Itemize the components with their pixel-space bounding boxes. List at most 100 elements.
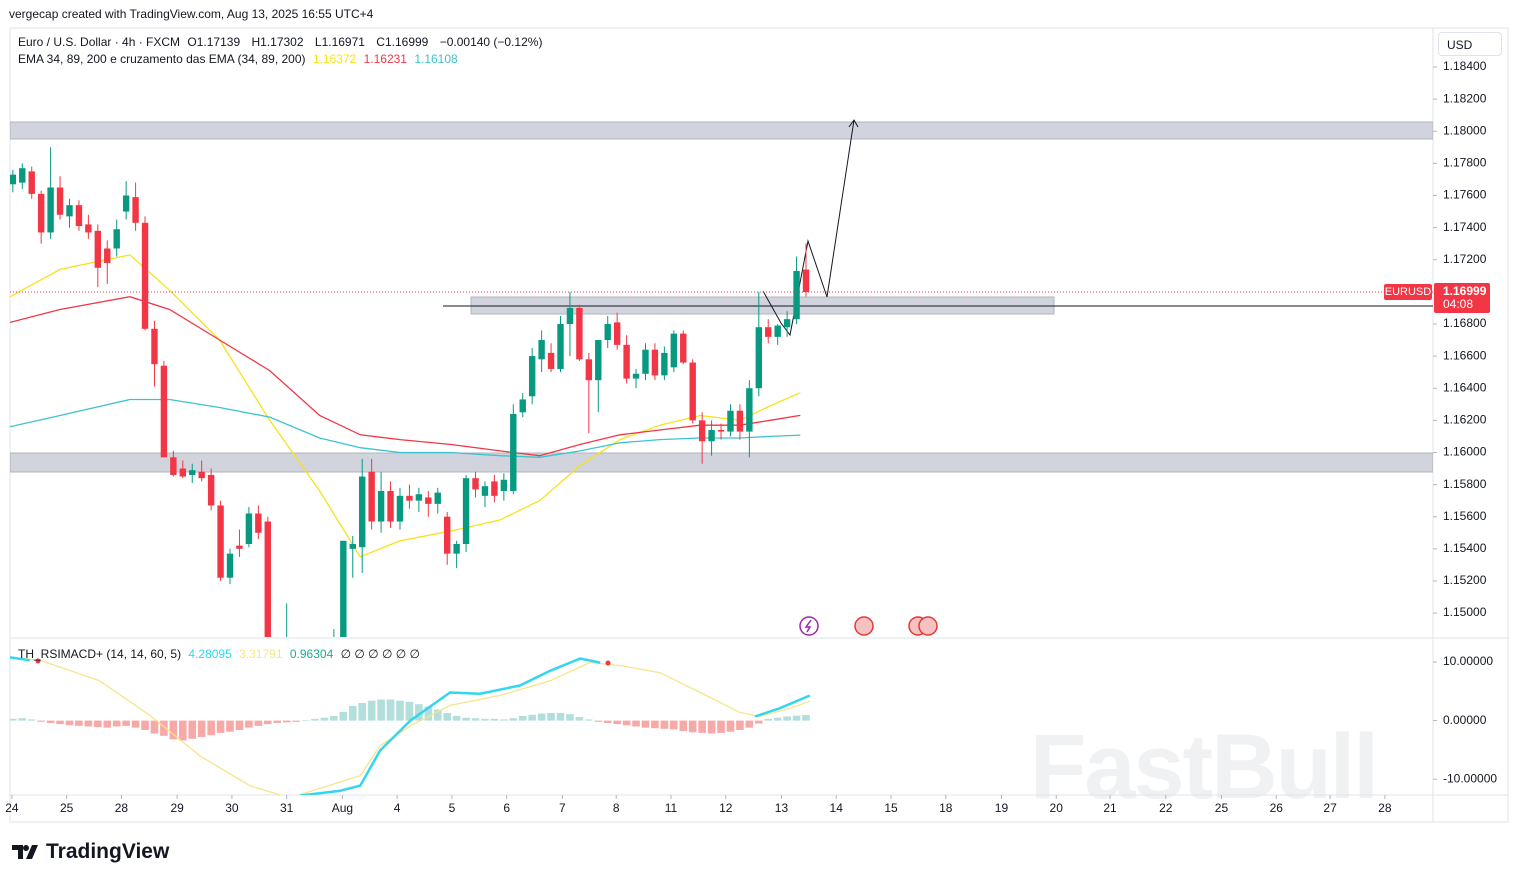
candle-body xyxy=(783,319,791,328)
candle-body xyxy=(661,352,668,376)
candle-body xyxy=(349,544,356,549)
histogram-value: 0.96304 xyxy=(289,647,334,661)
histogram-bar xyxy=(783,716,791,721)
price-legend: Euro / U.S. Dollar · 4h · FXCM O1.17139 … xyxy=(18,35,546,49)
logo-icon xyxy=(12,845,38,859)
candle-body xyxy=(293,669,299,725)
candle-body xyxy=(793,270,800,320)
x-tick-label: 19 xyxy=(995,801,1009,815)
candle-body xyxy=(604,323,611,341)
candle-body xyxy=(160,365,168,458)
change: −0.00140 (−0.12%) xyxy=(439,35,543,49)
candle-body xyxy=(28,171,35,194)
candle-body xyxy=(321,677,327,717)
currency-button[interactable]: USD xyxy=(1438,32,1502,56)
event-icons xyxy=(799,616,938,636)
histogram-bar xyxy=(528,714,536,721)
candle-body xyxy=(85,224,92,233)
x-tick-label: 5 xyxy=(449,801,456,815)
histogram-bar xyxy=(433,709,442,721)
drawings xyxy=(10,119,1433,473)
histogram-bar xyxy=(131,720,140,728)
candle-body xyxy=(472,478,479,490)
candle-body xyxy=(566,307,574,324)
candle-body xyxy=(94,230,102,268)
candle-body xyxy=(453,544,460,554)
candle-body xyxy=(217,505,224,578)
candle-body xyxy=(396,495,404,522)
candle-body xyxy=(274,661,280,685)
histogram-bar xyxy=(330,715,338,721)
candle-body xyxy=(698,420,706,442)
price-label: 1.16999 xyxy=(1443,284,1487,298)
histogram-bar xyxy=(518,715,527,721)
candle-body xyxy=(576,307,583,360)
candle-body xyxy=(632,373,640,379)
x-tick-label: 13 xyxy=(775,801,789,815)
histogram-bar xyxy=(245,720,253,728)
x-tick-label: 22 xyxy=(1159,801,1173,815)
histogram-bar xyxy=(339,711,348,721)
ohlc-label: C xyxy=(376,35,385,49)
candle-body xyxy=(245,513,253,545)
event-icon[interactable] xyxy=(799,616,819,636)
event-icon[interactable] xyxy=(918,616,938,636)
candle-body xyxy=(283,669,289,685)
x-tick-label: 21 xyxy=(1103,801,1117,815)
candle-body xyxy=(651,349,659,376)
histogram-bar xyxy=(603,720,612,723)
x-tick-label: 15 xyxy=(884,801,898,815)
histogram-bar xyxy=(660,720,669,729)
histogram-bar xyxy=(688,720,697,733)
candle-body xyxy=(727,410,734,432)
histogram-bar xyxy=(94,720,102,728)
candle-body xyxy=(141,222,149,329)
y-tick-label: 1.15000 xyxy=(1443,605,1487,619)
candle-body xyxy=(689,362,696,421)
histogram-bar xyxy=(500,719,508,721)
candle-body xyxy=(113,229,120,249)
candle-body xyxy=(132,197,139,223)
candle-body xyxy=(56,187,64,215)
candle-body xyxy=(255,513,262,533)
y-tick-label: -10.00000 xyxy=(1443,771,1497,785)
candle-body xyxy=(312,717,318,757)
histogram-bar xyxy=(122,720,130,726)
y-tick-label: 1.16000 xyxy=(1443,445,1487,459)
histogram-bar xyxy=(585,719,593,721)
candle-body xyxy=(528,356,536,397)
candle-body xyxy=(481,486,489,496)
candle-body xyxy=(377,491,385,522)
histogram-bar xyxy=(27,719,36,721)
histogram-bar xyxy=(311,718,319,721)
x-tick-label: 12 xyxy=(719,801,733,815)
zone xyxy=(10,121,1433,140)
y-tick-label: 1.17400 xyxy=(1443,220,1487,234)
histogram-bar xyxy=(348,705,357,721)
histogram-bar xyxy=(698,720,706,733)
y-tick-label: 1.18400 xyxy=(1443,59,1487,73)
candle-body xyxy=(802,269,810,293)
histogram-bar xyxy=(65,720,74,726)
candle-body xyxy=(302,725,308,757)
ohlc-value: 1.16971 xyxy=(321,35,365,49)
histogram-bar xyxy=(396,700,404,721)
candle-body xyxy=(236,545,243,549)
histogram-bar xyxy=(207,720,215,736)
y-tick-label: 1.17600 xyxy=(1443,188,1487,202)
histogram-bar xyxy=(282,720,291,723)
candle-body xyxy=(104,248,111,263)
histogram-bar xyxy=(556,712,565,721)
zone xyxy=(10,452,1433,473)
event-icon[interactable] xyxy=(854,616,874,636)
histogram-bar xyxy=(112,720,121,727)
histogram-bar xyxy=(509,718,518,721)
histogram-bar xyxy=(226,720,234,732)
y-tick-label: 1.16800 xyxy=(1443,316,1487,330)
candle-body xyxy=(642,349,649,374)
candle-body xyxy=(264,521,271,637)
histogram-bar xyxy=(764,718,773,721)
ohlc: H1.17302 xyxy=(251,35,307,49)
histogram-bar xyxy=(386,699,395,721)
y-tick-label: 1.15600 xyxy=(1443,509,1487,523)
